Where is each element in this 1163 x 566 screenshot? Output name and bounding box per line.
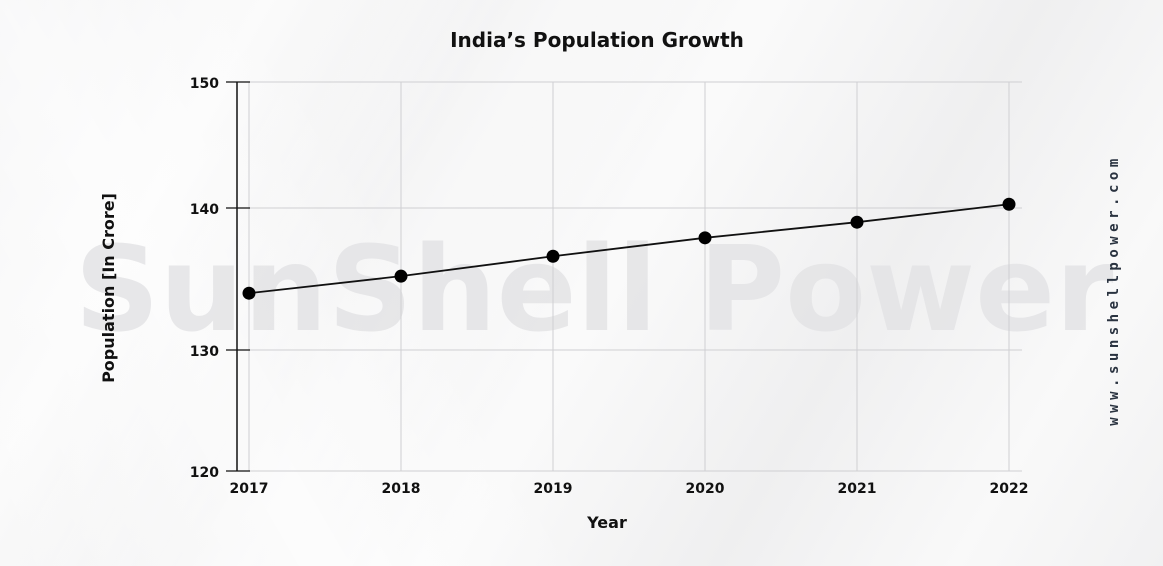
x-ticks: 2017 2018 2019 2020 2021 2022 (230, 481, 1029, 497)
watermark-text: SunShell Power (75, 220, 1114, 358)
x-tick-label: 2020 (686, 481, 725, 497)
data-point-2020 (698, 231, 712, 245)
grid-lines (237, 81, 1022, 472)
y-axis-label: Population [In Crore] (99, 193, 118, 383)
data-point-2022 (1002, 197, 1016, 211)
data-point-2021 (850, 215, 864, 229)
chart-title: India’s Population Growth (450, 28, 744, 52)
x-tick-label: 2021 (838, 481, 877, 497)
x-tick-label: 2019 (534, 481, 573, 497)
website-label: www.sunshellpower.com (1106, 154, 1122, 426)
x-tick-label: 2022 (990, 481, 1029, 497)
series-line (248, 203, 1010, 295)
y-tick-label: 140 (190, 202, 219, 218)
y-tick-label: 120 (190, 465, 219, 481)
x-tick-label: 2017 (230, 481, 269, 497)
data-point-2018 (394, 269, 408, 283)
data-point-2019 (546, 249, 560, 263)
y-ticks: 150 140 130 120 (190, 76, 250, 481)
data-markers (242, 197, 1016, 300)
x-tick-label: 2018 (382, 481, 421, 497)
x-axis-label: Year (586, 513, 627, 532)
data-point-2017 (242, 286, 256, 300)
y-tick-label: 130 (190, 344, 219, 360)
y-tick-label: 150 (190, 76, 219, 92)
